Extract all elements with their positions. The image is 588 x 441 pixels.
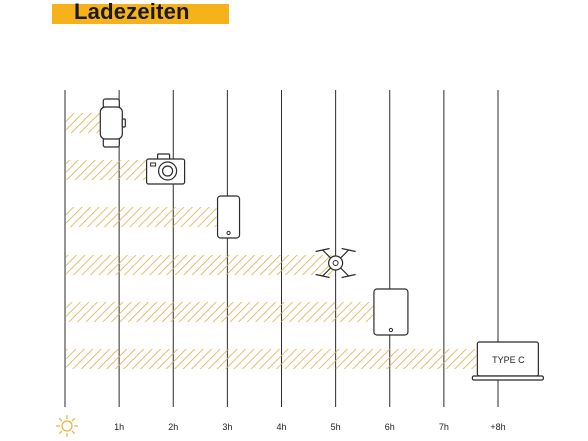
bar-drone (66, 255, 336, 275)
type-c-label: TYPE C (492, 355, 525, 365)
bar-tablet (66, 302, 379, 322)
x-tick-label: +8h (490, 422, 505, 432)
bar-laptop (66, 349, 477, 369)
camera-icon (146, 153, 186, 185)
x-axis: 1h 2h 3h 4h 5h 6h 7h +8h (55, 414, 506, 438)
sun-icon (55, 414, 79, 438)
smartphone-icon (216, 195, 241, 239)
x-tick-label: 6h (385, 422, 395, 432)
x-tick-label: 2h (168, 422, 178, 432)
x-tick-label: 5h (331, 422, 341, 432)
title-banner (52, 4, 229, 24)
chart-title: Ladezeiten (74, 0, 190, 24)
device-icons: TYPE C (99, 98, 544, 381)
drone-icon (315, 247, 356, 279)
bar-smartwatch (66, 113, 109, 133)
bar-smartphone (66, 207, 217, 227)
x-tick-label: 7h (439, 422, 449, 432)
x-tick-label: 3h (222, 422, 232, 432)
smartwatch-icon (99, 98, 126, 148)
bar-camera (66, 160, 152, 180)
x-tick-label: 4h (276, 422, 286, 432)
laptop-icon: TYPE C (471, 341, 544, 381)
bars (66, 113, 477, 369)
tablet-icon (373, 288, 409, 336)
x-tick-label: 1h (114, 422, 124, 432)
